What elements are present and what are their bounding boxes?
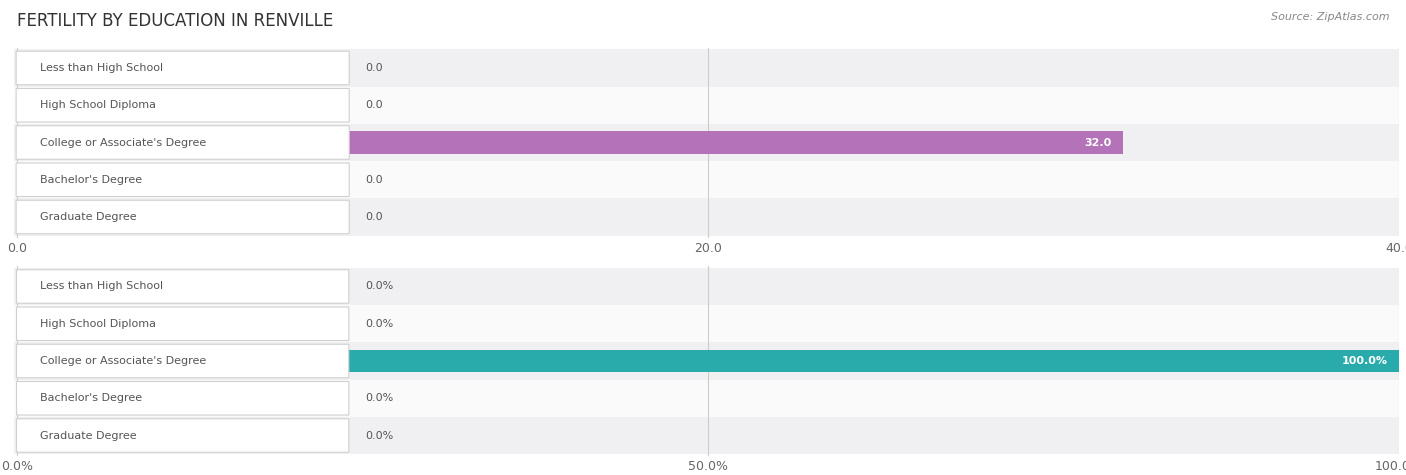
Text: 0.0: 0.0: [366, 100, 382, 110]
FancyBboxPatch shape: [17, 307, 349, 341]
Text: Bachelor's Degree: Bachelor's Degree: [39, 175, 142, 185]
FancyBboxPatch shape: [17, 381, 349, 415]
Bar: [0, 305, 1406, 342]
Text: Less than High School: Less than High School: [39, 63, 163, 73]
Bar: [0, 199, 1406, 236]
Bar: [0, 124, 1406, 161]
FancyBboxPatch shape: [15, 163, 349, 197]
Bar: [0, 342, 1406, 380]
Bar: [0, 417, 1406, 454]
Bar: [17, 131, 1122, 154]
FancyBboxPatch shape: [15, 200, 349, 234]
FancyBboxPatch shape: [15, 51, 349, 85]
FancyBboxPatch shape: [15, 88, 349, 122]
Text: 0.0%: 0.0%: [366, 393, 394, 403]
Text: Graduate Degree: Graduate Degree: [39, 430, 136, 440]
FancyBboxPatch shape: [17, 344, 349, 378]
Text: Source: ZipAtlas.com: Source: ZipAtlas.com: [1271, 12, 1389, 22]
Text: College or Associate's Degree: College or Associate's Degree: [39, 137, 207, 148]
FancyBboxPatch shape: [17, 419, 349, 452]
Text: 0.0%: 0.0%: [366, 430, 394, 440]
Text: High School Diploma: High School Diploma: [39, 319, 156, 329]
Text: 100.0%: 100.0%: [1341, 356, 1388, 366]
Text: 0.0: 0.0: [366, 175, 382, 185]
Text: Graduate Degree: Graduate Degree: [39, 212, 136, 222]
Text: FERTILITY BY EDUCATION IN RENVILLE: FERTILITY BY EDUCATION IN RENVILLE: [17, 12, 333, 30]
Text: 0.0: 0.0: [366, 212, 382, 222]
FancyBboxPatch shape: [17, 270, 349, 303]
Bar: [17, 350, 1399, 372]
Bar: [0, 380, 1406, 417]
Text: 0.0%: 0.0%: [366, 319, 394, 329]
Bar: [0, 86, 1406, 124]
Text: Less than High School: Less than High School: [39, 282, 163, 292]
Bar: [0, 49, 1406, 86]
Text: 0.0%: 0.0%: [366, 282, 394, 292]
Text: 32.0: 32.0: [1084, 137, 1112, 148]
FancyBboxPatch shape: [15, 126, 349, 159]
Text: 0.0: 0.0: [366, 63, 382, 73]
Text: High School Diploma: High School Diploma: [39, 100, 156, 110]
Text: Bachelor's Degree: Bachelor's Degree: [39, 393, 142, 403]
Bar: [0, 161, 1406, 199]
Text: College or Associate's Degree: College or Associate's Degree: [39, 356, 207, 366]
Bar: [0, 268, 1406, 305]
